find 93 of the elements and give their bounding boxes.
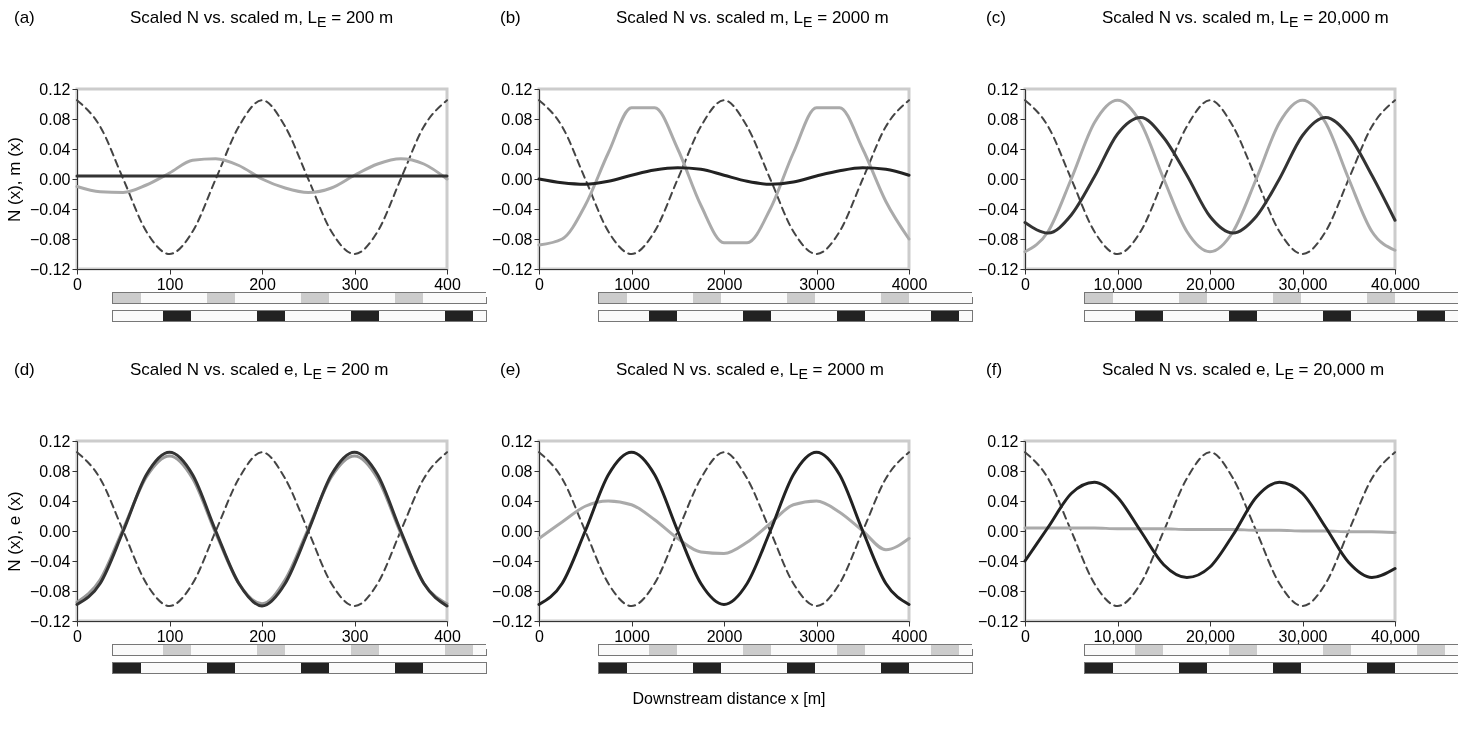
x-tick-label: 0 [73, 275, 83, 293]
y-tick-label: 0.12 [987, 80, 1019, 98]
chart-title: Scaled N vs. scaled e, L$_{E}$ = 2000 m [616, 360, 885, 383]
y-tick-label: 0.04 [39, 140, 71, 158]
y-tick-label: −0.04 [30, 552, 71, 570]
y-tick-label: 0.00 [501, 170, 533, 188]
y-tick-label: 0.12 [501, 432, 533, 450]
text: (e) [500, 360, 521, 380]
x-tick-label: 2000 [706, 627, 743, 645]
line-series [76, 99, 448, 255]
y-tick-label: 0.04 [987, 492, 1019, 510]
x-axis-title: Downstream distance x [m] [631, 690, 827, 708]
y-tick-label: 0.00 [987, 522, 1019, 540]
y-tick-label: 0.08 [987, 462, 1019, 480]
y-tick-label: 0.12 [987, 432, 1019, 450]
y-tick-label: −0.12 [30, 612, 71, 630]
x-tick-label: 4000 [891, 275, 928, 293]
x-tick-label: 100 [156, 275, 184, 293]
text: (d) [14, 360, 35, 380]
x-tick-label: 4000 [891, 627, 928, 645]
x-tick-label: 200 [249, 627, 276, 645]
y-tick-label: −0.12 [492, 260, 533, 278]
x-tick-label: 0 [1021, 275, 1031, 293]
y-tick-label: −0.04 [492, 552, 533, 570]
x-tick-label: 40,000 [1371, 627, 1421, 645]
y-tick-label: −0.08 [30, 582, 71, 600]
x-tick-label: 40,000 [1371, 275, 1421, 293]
text: (c) [986, 8, 1006, 28]
y-axis-title: N (x), e (x) [5, 491, 25, 572]
chart-title: Scaled N vs. scaled m, L$_{E}$ = 20,000 m [1102, 8, 1390, 31]
y-tick-label: 0.12 [39, 80, 71, 98]
y-tick-label: −0.12 [978, 612, 1019, 630]
line-series [75, 157, 449, 194]
x-tick-label: 0 [535, 275, 545, 293]
y-tick-label: 0.04 [39, 492, 71, 510]
y-tick-label: 0.08 [501, 110, 533, 128]
text: (b) [500, 8, 521, 28]
x-tick-label: 20,000 [1186, 627, 1236, 645]
y-tick-label: −0.12 [492, 612, 533, 630]
chart-title: Scaled N vs. scaled e, L$_{E}$ = 200 m [130, 360, 390, 383]
y-tick-label: −0.04 [30, 200, 71, 218]
text: (f) [986, 360, 1003, 380]
y-tick-label: 0.12 [39, 432, 71, 450]
x-tick-label: 300 [341, 275, 369, 293]
x-tick-label: 30,000 [1278, 275, 1328, 293]
x-tick-label: 2000 [706, 275, 743, 293]
y-tick-label: −0.08 [978, 230, 1019, 248]
y-tick-label: 0.12 [501, 80, 533, 98]
x-tick-label: 0 [1021, 627, 1031, 645]
y-tick-label: 0.04 [501, 140, 533, 158]
chart-title: Scaled N vs. scaled e, L$_{E}$ = 20,000 m [1102, 360, 1386, 383]
y-tick-label: 0.04 [501, 492, 533, 510]
x-tick-label: 1000 [614, 627, 650, 645]
x-tick-label: 0 [73, 627, 83, 645]
line-series [1023, 480, 1397, 579]
y-axis-title: N (x), m (x) [5, 137, 25, 222]
x-tick-label: 1000 [614, 275, 650, 293]
y-tick-label: −0.08 [30, 230, 71, 248]
y-tick-label: −0.08 [492, 230, 533, 248]
line-series [537, 499, 911, 555]
x-tick-label: 100 [156, 627, 184, 645]
y-tick-label: 0.04 [987, 140, 1019, 158]
y-tick-label: −0.12 [30, 260, 71, 278]
x-tick-label: 3000 [799, 627, 835, 645]
x-tick-label: 10,000 [1093, 627, 1143, 645]
y-tick-label: 0.08 [987, 110, 1019, 128]
x-tick-label: 400 [434, 627, 461, 645]
y-tick-label: 0.08 [39, 462, 71, 480]
y-tick-label: −0.12 [978, 260, 1019, 278]
y-tick-label: −0.04 [492, 200, 533, 218]
y-tick-label: 0.08 [501, 462, 533, 480]
y-tick-label: −0.08 [492, 582, 533, 600]
x-tick-label: 30,000 [1278, 627, 1328, 645]
y-tick-label: 0.00 [987, 170, 1019, 188]
y-tick-label: −0.04 [978, 200, 1019, 218]
y-tick-label: 0.00 [501, 522, 533, 540]
line-series [1024, 451, 1396, 607]
y-tick-label: 0.08 [39, 110, 71, 128]
y-tick-label: −0.04 [978, 552, 1019, 570]
y-tick-label: −0.08 [978, 582, 1019, 600]
x-tick-label: 200 [249, 275, 276, 293]
chart-title: Scaled N vs. scaled m, L$_{E}$ = 200 m [130, 8, 395, 31]
x-tick-label: 0 [535, 627, 545, 645]
x-tick-label: 10,000 [1093, 275, 1143, 293]
chart-title: Scaled N vs. scaled m, L$_{E}$ = 2000 m [616, 8, 890, 31]
line-series [537, 166, 911, 186]
x-tick-label: 3000 [799, 275, 835, 293]
x-tick-label: 400 [434, 275, 461, 293]
y-tick-label: 0.00 [39, 170, 71, 188]
y-tick-label: 0.00 [39, 522, 71, 540]
text: (a) [14, 8, 35, 28]
x-tick-label: 300 [341, 627, 369, 645]
x-tick-label: 20,000 [1186, 275, 1236, 293]
